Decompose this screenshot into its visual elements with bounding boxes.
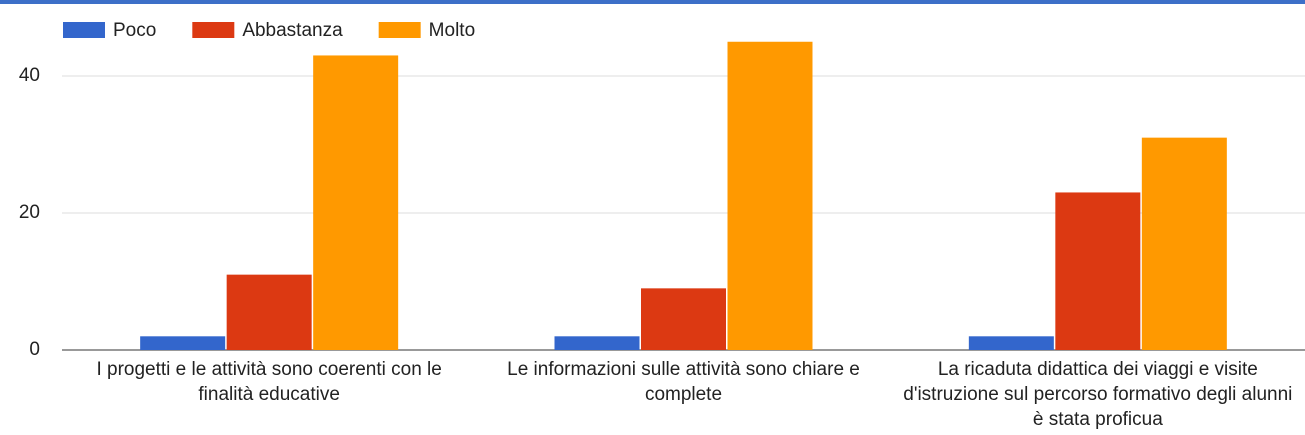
legend-swatch	[378, 22, 421, 38]
legend-label: Poco	[113, 20, 156, 41]
bar	[1141, 137, 1227, 350]
x-tick-label: Le informazioni sulle attività sono chia…	[507, 359, 860, 405]
legend-label: Molto	[429, 20, 475, 41]
bar	[727, 41, 813, 350]
bar	[1055, 192, 1141, 350]
legend-swatch	[192, 22, 235, 38]
y-tick-label: 0	[29, 339, 40, 360]
bar	[641, 288, 726, 350]
x-tick-label: La ricaduta didattica dei viaggi e visit…	[903, 359, 1293, 430]
top-border	[0, 0, 1305, 4]
legend-swatch	[63, 22, 105, 38]
bar	[313, 55, 399, 350]
bar	[140, 336, 226, 350]
y-tick-label: 20	[19, 202, 40, 223]
legend-label: Abbastanza	[242, 20, 343, 41]
x-tick-label: I progetti e le attività sono coerenti c…	[96, 359, 442, 405]
bar	[226, 274, 312, 350]
bar	[968, 336, 1054, 350]
y-tick-label: 40	[19, 65, 40, 86]
bar	[554, 336, 640, 350]
